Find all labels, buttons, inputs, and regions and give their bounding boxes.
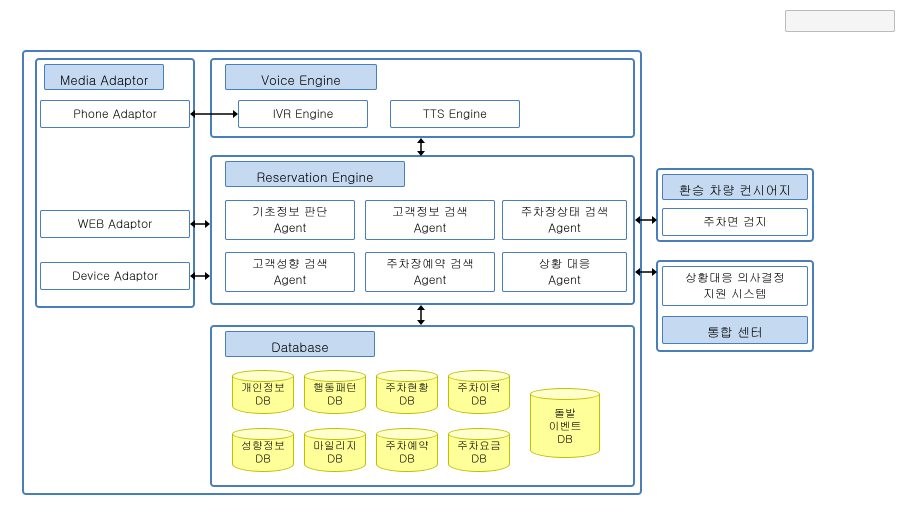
parking-detect-box: 주차면 검지 — [662, 208, 808, 236]
agent6-l1: 상황 대응 — [539, 256, 591, 272]
cyl-text: 주차요금DB — [448, 439, 510, 465]
db-cyl-tendency: 성향정보DB — [232, 428, 294, 472]
database-header: Database — [225, 331, 375, 357]
tts-label: TTS Engine — [423, 106, 487, 122]
agent-parking-reservation: 주차장예약 검색 Agent — [365, 252, 495, 292]
concierge-header: 환승 차량 컨시어지 — [662, 174, 808, 200]
decision-support-box: 상황대응 의사결정 지원 시스템 — [662, 266, 808, 306]
db-cyl-parkstatus: 주차현황DB — [376, 370, 438, 414]
agent3-l1: 주차장상태 검색 — [521, 204, 609, 220]
agent-parking-status: 주차장상태 검색 Agent — [502, 200, 627, 240]
db-cyl-mileage: 마일리지DB — [304, 428, 366, 472]
voice-engine-header: Voice Engine — [225, 64, 377, 90]
agent-basic-info: 기초정보 판단 Agent — [225, 200, 355, 240]
decision-support-l2: 지원 시스템 — [703, 286, 767, 302]
agent4-l1: 고객성향 검색 — [252, 256, 328, 272]
device-adaptor-label: Device Adaptor — [72, 268, 158, 284]
phone-adaptor-box: Phone Adaptor — [40, 100, 190, 128]
agent-customer-tendency: 고객성향 검색 Agent — [225, 252, 355, 292]
ivr-engine-box: IVR Engine — [238, 100, 368, 128]
cyl-text: 돌발이벤트DB — [530, 407, 600, 447]
decision-support-l1: 상황대응 의사결정 — [685, 270, 785, 286]
parking-detect-label: 주차면 검지 — [703, 214, 767, 230]
agent4-l2: Agent — [274, 272, 307, 288]
agent6-l2: Agent — [548, 272, 581, 288]
agent5-l2: Agent — [414, 272, 447, 288]
cyl-text: 주차이력DB — [448, 381, 510, 407]
cyl-text: 성향정보DB — [232, 439, 294, 465]
db-cyl-personal: 개인정보DB — [232, 370, 294, 414]
agent5-l1: 주차장예약 검색 — [386, 256, 474, 272]
agent3-l2: Agent — [548, 220, 581, 236]
media-adaptor-header: Media Adaptor — [44, 64, 164, 90]
device-adaptor-box: Device Adaptor — [40, 262, 190, 290]
cyl-text: 행동패턴DB — [304, 381, 366, 407]
diagram-canvas: Media Adaptor Phone Adaptor WEB Adaptor … — [10, 10, 907, 513]
db-cyl-parkreserve: 주차예약DB — [376, 428, 438, 472]
agent-customer-info: 고객정보 검색 Agent — [365, 200, 495, 240]
agent2-l1: 고객정보 검색 — [392, 204, 468, 220]
db-cyl-parkfee: 주차요금DB — [448, 428, 510, 472]
agent1-l2: Agent — [274, 220, 307, 236]
db-cyl-event: 돌발이벤트DB — [530, 388, 600, 458]
tts-engine-box: TTS Engine — [390, 100, 520, 128]
integrated-center-header: 통합 센터 — [662, 316, 808, 344]
cyl-text: 마일리지DB — [304, 439, 366, 465]
cyl-text: 개인정보DB — [232, 381, 294, 407]
agent1-l1: 기초정보 판단 — [252, 204, 328, 220]
ghost-box — [785, 10, 895, 32]
cyl-text: 주차현황DB — [376, 381, 438, 407]
web-adaptor-box: WEB Adaptor — [40, 210, 190, 238]
reservation-engine-header: Reservation Engine — [225, 161, 405, 187]
cyl-text: 주차예약DB — [376, 439, 438, 465]
agent-situation-response: 상황 대응 Agent — [502, 252, 627, 292]
phone-adaptor-label: Phone Adaptor — [73, 106, 157, 122]
ivr-label: IVR Engine — [273, 106, 334, 122]
agent2-l2: Agent — [414, 220, 447, 236]
db-cyl-parkhistory: 주차이력DB — [448, 370, 510, 414]
db-cyl-behavior: 행동패턴DB — [304, 370, 366, 414]
web-adaptor-label: WEB Adaptor — [78, 216, 152, 232]
